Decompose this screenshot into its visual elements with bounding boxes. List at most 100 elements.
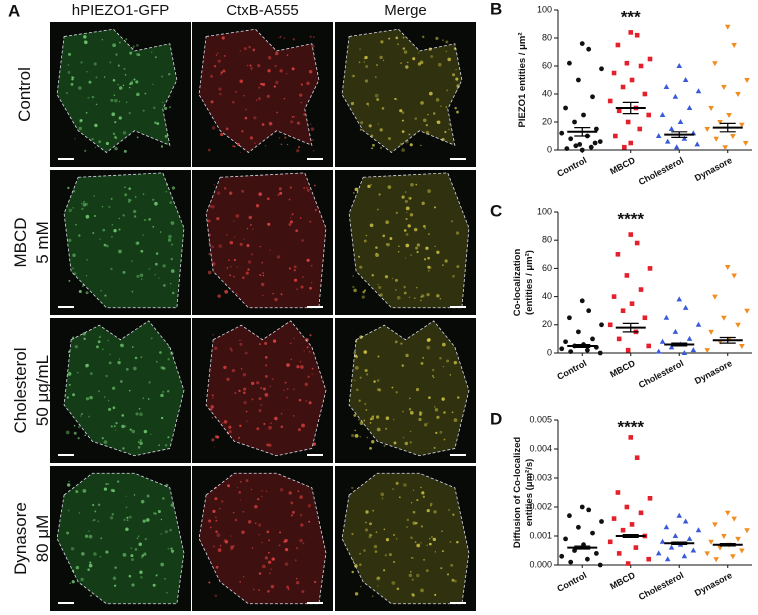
puncta	[234, 392, 237, 395]
point	[739, 122, 745, 128]
puncta	[247, 260, 252, 264]
puncta	[285, 396, 288, 399]
puncta	[67, 509, 70, 512]
puncta	[428, 91, 433, 96]
point	[730, 134, 736, 139]
puncta	[395, 481, 399, 485]
puncta	[266, 94, 270, 98]
x-tick-label: Control	[555, 358, 588, 382]
puncta	[289, 220, 293, 224]
puncta	[143, 552, 147, 556]
puncta	[78, 86, 82, 90]
puncta	[139, 273, 144, 277]
row-label: Dynasore 80 μM	[11, 502, 52, 575]
cell-outline	[63, 320, 185, 457]
puncta	[238, 389, 241, 393]
puncta	[152, 198, 155, 201]
point	[659, 338, 666, 344]
puncta	[118, 41, 121, 44]
puncta	[434, 408, 439, 412]
puncta	[364, 528, 369, 532]
puncta	[405, 353, 409, 358]
puncta	[401, 148, 405, 152]
error-bar	[622, 322, 639, 333]
puncta	[293, 269, 296, 272]
puncta	[374, 93, 379, 98]
puncta	[376, 387, 380, 392]
puncta	[306, 81, 310, 85]
puncta	[171, 291, 175, 295]
puncta	[415, 246, 419, 250]
point	[625, 119, 631, 125]
puncta	[79, 415, 82, 417]
puncta	[142, 397, 144, 399]
point	[628, 435, 634, 440]
puncta	[142, 519, 146, 523]
cell-outline	[56, 472, 185, 605]
puncta	[364, 368, 368, 373]
puncta	[164, 530, 168, 534]
puncta	[409, 197, 412, 200]
puncta	[429, 504, 432, 507]
point	[563, 105, 568, 111]
point	[695, 321, 702, 327]
puncta	[214, 435, 218, 439]
puncta	[412, 510, 416, 514]
puncta	[72, 267, 74, 270]
puncta	[402, 36, 405, 39]
puncta	[110, 98, 114, 102]
puncta	[381, 107, 385, 110]
point	[573, 143, 579, 149]
puncta	[264, 356, 268, 359]
puncta	[448, 123, 451, 125]
puncta	[105, 483, 108, 486]
puncta	[134, 196, 137, 198]
point	[673, 144, 680, 150]
significance: ****	[618, 209, 645, 228]
puncta	[410, 254, 413, 257]
puncta	[251, 398, 254, 401]
puncta	[248, 45, 251, 49]
puncta	[114, 98, 118, 103]
puncta	[213, 446, 215, 448]
puncta	[78, 289, 82, 294]
puncta	[103, 243, 107, 247]
puncta	[416, 498, 419, 502]
puncta	[453, 579, 457, 583]
puncta	[426, 293, 430, 297]
puncta	[158, 444, 160, 446]
puncta	[137, 441, 140, 443]
point	[586, 507, 592, 513]
puncta	[436, 294, 440, 298]
point	[739, 548, 745, 554]
puncta	[150, 433, 152, 436]
puncta	[310, 264, 313, 267]
point	[663, 84, 670, 89]
puncta	[457, 396, 460, 399]
puncta	[249, 136, 253, 140]
puncta	[395, 36, 399, 40]
puncta	[133, 209, 137, 214]
puncta	[157, 510, 161, 514]
y-tick-label: 0.000	[529, 559, 552, 569]
puncta	[382, 234, 386, 238]
puncta	[369, 421, 372, 424]
puncta	[426, 509, 430, 513]
point	[620, 527, 626, 533]
puncta	[308, 520, 311, 523]
puncta	[86, 71, 88, 73]
puncta	[136, 44, 139, 47]
point	[676, 512, 683, 518]
point	[664, 138, 671, 144]
puncta	[122, 84, 125, 87]
puncta	[83, 35, 87, 39]
puncta	[139, 570, 143, 574]
puncta	[226, 377, 230, 382]
puncta	[432, 112, 436, 115]
error-bar	[671, 342, 688, 347]
puncta	[94, 510, 97, 513]
puncta	[363, 419, 366, 422]
puncta	[142, 234, 145, 237]
puncta	[229, 191, 233, 195]
puncta	[456, 110, 459, 114]
